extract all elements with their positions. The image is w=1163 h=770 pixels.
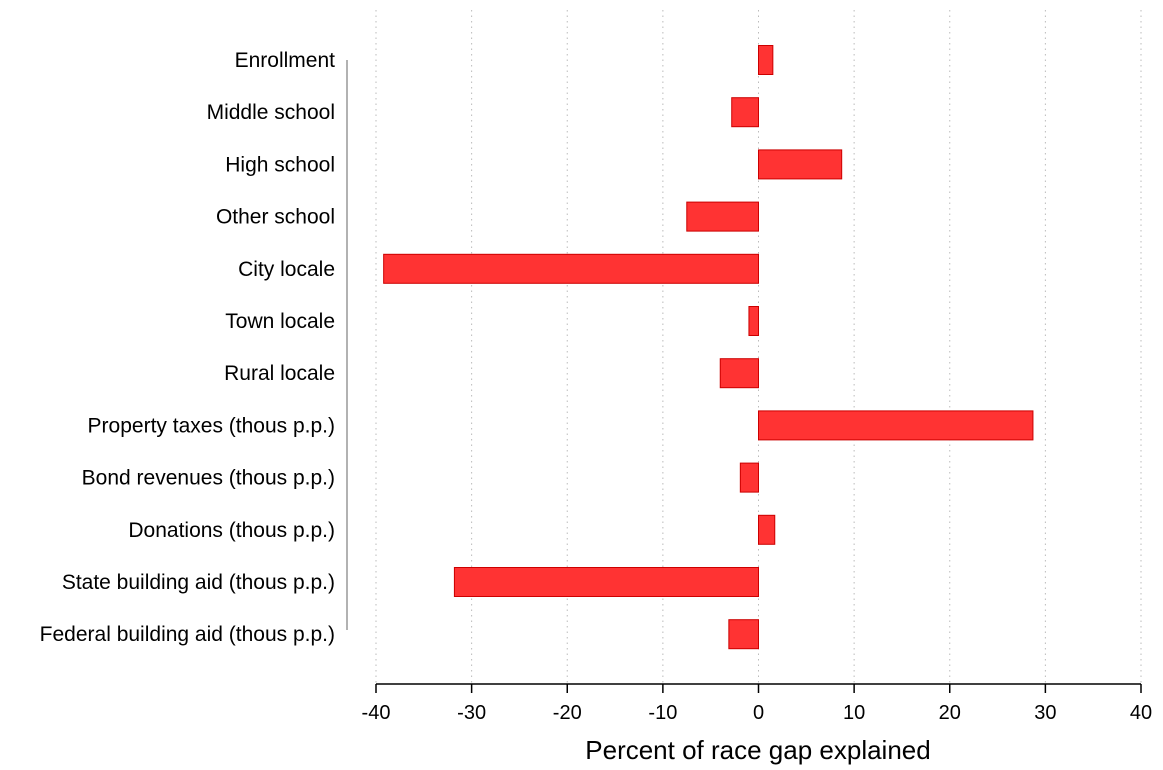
bar (454, 568, 758, 597)
category-label: State building aid (thous p.p.) (62, 571, 335, 594)
category-label: Bond revenues (thous p.p.) (82, 467, 335, 490)
bar (759, 515, 775, 544)
bar (720, 359, 758, 388)
category-label: Other school (216, 206, 335, 229)
category-label: Town locale (225, 310, 335, 333)
bar (384, 254, 759, 283)
bar (759, 150, 842, 179)
tick-label: 40 (1130, 702, 1152, 724)
category-label: Middle school (207, 101, 335, 124)
tick-label: 20 (939, 702, 961, 724)
x-axis-ticks: -40 -30 -20 -10 0 10 20 30 40 (362, 684, 1153, 724)
x-axis-title: Percent of race gap explained (585, 735, 930, 765)
category-label: Rural locale (224, 362, 335, 385)
tick-label: -20 (553, 702, 582, 724)
category-label: Donations (thous p.p.) (128, 519, 335, 542)
category-labels: Enrollment Middle school High school Other … (40, 49, 335, 646)
bar (740, 463, 758, 492)
category-label: City locale (238, 258, 335, 281)
bar (729, 620, 759, 649)
category-label: Enrollment (235, 49, 336, 72)
tick-label: -10 (648, 702, 677, 724)
tick-label: 0 (753, 702, 764, 724)
bar (759, 411, 1033, 440)
tick-label: 10 (843, 702, 865, 724)
tick-label: -30 (457, 702, 486, 724)
tick-label: 30 (1034, 702, 1056, 724)
category-label: Federal building aid (thous p.p.) (40, 623, 335, 646)
tick-label: -40 (362, 702, 391, 724)
bar (732, 98, 759, 127)
bars (384, 46, 1033, 649)
bar (749, 307, 759, 336)
category-label: High school (225, 153, 335, 176)
bar (759, 46, 773, 75)
bar (687, 202, 759, 231)
category-label: Property taxes (thous p.p.) (88, 414, 335, 437)
